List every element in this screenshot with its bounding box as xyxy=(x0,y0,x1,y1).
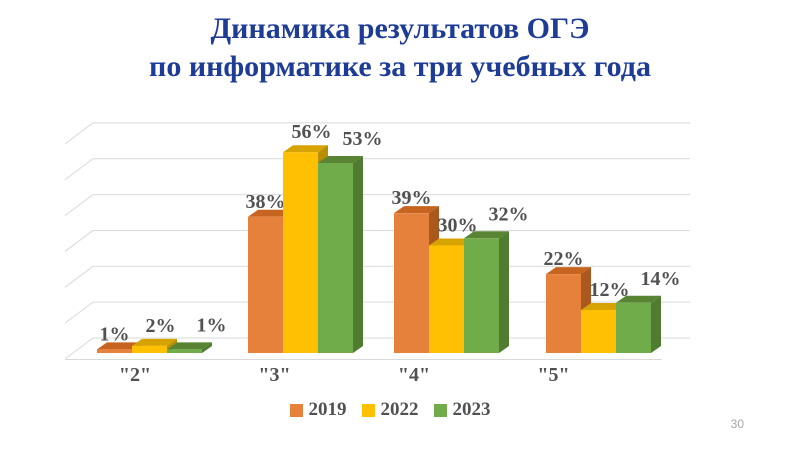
legend-swatch xyxy=(361,403,375,417)
data-label: 32% xyxy=(489,203,529,225)
gridline-wall-segment xyxy=(64,301,94,324)
gridline-wall-segment xyxy=(64,265,94,288)
bar-2019-cat4-top xyxy=(546,267,591,275)
legend-label: 2019 xyxy=(308,399,347,420)
data-label: 56% xyxy=(292,121,332,143)
bar-2023-cat3-side xyxy=(499,231,509,353)
data-label: 1% xyxy=(197,314,227,336)
legend-item-2023: 2023 xyxy=(433,399,491,421)
bar-2022-cat4-front xyxy=(581,309,616,353)
bar-2023-cat1-top xyxy=(167,342,212,350)
bar-2023-cat3-front xyxy=(464,238,499,353)
data-label: 39% xyxy=(392,187,432,209)
bar-2023-cat4-front xyxy=(616,302,651,353)
legend-item-2019: 2019 xyxy=(289,399,347,421)
page-number: 30 xyxy=(730,417,744,431)
category-label: "2" xyxy=(119,364,151,386)
gridline-wall-segment xyxy=(64,122,94,145)
bar-2023-cat1-side xyxy=(202,342,212,353)
bar-2019-cat2-front xyxy=(248,216,283,353)
category-label: "3" xyxy=(258,364,290,386)
bar-2023-cat1-front xyxy=(167,349,202,353)
bar-2019-cat2-top xyxy=(248,209,293,217)
bar-2022-cat1-front xyxy=(132,345,167,353)
bar-2023-cat3-top xyxy=(464,231,509,239)
bar-2023-cat2-front xyxy=(318,162,353,353)
gridline-wall-segment xyxy=(64,194,94,217)
legend-swatch xyxy=(433,403,447,417)
slide-title-line2: по информатике за три учебных года xyxy=(149,50,651,83)
data-label: 12% xyxy=(590,279,630,301)
legend-item-2022: 2022 xyxy=(361,399,419,421)
bar-2019-cat3-front xyxy=(394,213,429,353)
data-label: 38% xyxy=(246,191,286,213)
legend-label: 2022 xyxy=(380,399,419,420)
data-label: 53% xyxy=(343,128,383,150)
bar-2022-cat1-top xyxy=(132,338,177,346)
bar-2022-cat2-front xyxy=(283,152,318,353)
bar-2019-cat1-top xyxy=(97,342,142,350)
gridline-wall-segment xyxy=(64,337,94,360)
bar-2019-cat1-front xyxy=(97,349,132,353)
data-label: 1% xyxy=(100,323,130,345)
category-label: "4" xyxy=(398,364,430,386)
category-label: "5" xyxy=(537,364,569,386)
slide-title: Динамика результатов ОГЭ по информатике … xyxy=(0,10,800,86)
data-label: 30% xyxy=(438,214,478,236)
legend-label: 2023 xyxy=(452,399,491,420)
bar-2022-cat3-front xyxy=(429,245,464,353)
bar-2019-cat4-front xyxy=(546,274,581,353)
gridline-wall-segment xyxy=(64,230,94,252)
bar-2023-cat4-top xyxy=(616,295,661,303)
bar-2022-cat2-top xyxy=(283,145,328,153)
bar-2022-cat4-top xyxy=(581,302,626,310)
bar-2023-cat4-side xyxy=(651,295,661,353)
data-label: 2% xyxy=(146,315,176,337)
data-label: 22% xyxy=(544,248,584,270)
bar-2023-cat2-side xyxy=(353,155,363,353)
bar-2019-cat3-top xyxy=(394,206,439,214)
legend-swatch xyxy=(289,403,303,417)
chart-legend: 2019 2022 2023 xyxy=(0,399,780,421)
bar-2022-cat3-top xyxy=(429,238,474,246)
bar-chart: 1% 2% 1% "2" 38% 56% 53% "3" 39% 30% 32% "4" 22% 12% 1… xyxy=(64,121,690,386)
gridline-wall-segment xyxy=(64,158,94,181)
data-label: 14% xyxy=(641,268,681,290)
bar-2023-cat2-top xyxy=(318,155,363,163)
slide-title-line1: Динамика результатов ОГЭ xyxy=(210,12,590,45)
